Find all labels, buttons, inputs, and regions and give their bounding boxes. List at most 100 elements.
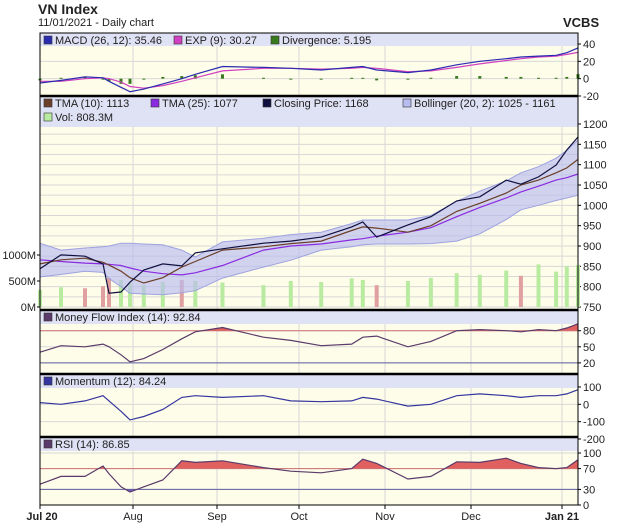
rsi-panel: 100 70 30 0 RSI (14): 86.85 [39,435,601,512]
price-legend-band [40,96,578,127]
chart-title: VN Index [38,1,98,17]
volume-tick-label: 500M [8,276,36,288]
price-y-tick-label: 850 [583,261,601,273]
rsi-y-tick-label: 30 [583,484,595,496]
volume-bar [374,285,379,307]
price-y-tick-label: 750 [583,302,601,314]
divergence-bar [455,76,459,79]
price-y-tick-label: 1200 [583,119,607,131]
volume-bar [179,279,184,307]
x-tick-label: Dec [461,511,481,523]
mfi-panel: 80 50 20 Money Flow Index (14): 92.84 [39,308,595,375]
divergence-bar [119,78,123,84]
divergence-bar [554,77,558,79]
volume-bar [59,287,63,307]
volume-bar [261,285,266,307]
volume-bar [319,282,324,307]
legend-swatch [262,98,272,108]
momentum-line [39,389,579,421]
x-tick-label: Oct [290,511,307,523]
price-y-tick-label: 1000 [583,200,607,212]
x-tick-label: Nov [375,511,395,523]
volume-bar [554,271,559,307]
volume-bar [193,281,198,307]
rsi-y-tick-label: 100 [583,448,601,460]
volume-bar [83,288,87,307]
price-panel: 1200 1150 1100 1050 1000 950 900 850 800 750 1000M… [2,94,607,314]
x-tick-label: Jul 20 [26,511,57,523]
mfi-y-tick-label: 50 [583,342,595,354]
money-flow-index-line [39,323,579,363]
volume-tick-label: 1000M [2,250,36,262]
rsi-legend-band [40,437,578,451]
volume-bar [360,279,365,307]
divergence-bar [193,75,197,79]
price-y-tick-label: 800 [583,282,601,294]
divergence-bar [220,74,224,79]
divergence-bar [261,77,265,79]
mfi-y-tick-label: 20 [583,358,595,370]
legend-swatch [43,439,53,449]
legend-swatch [43,98,53,108]
divergence-bar [142,78,146,80]
volume-bar [220,282,225,307]
legend-swatch [43,312,53,322]
volume-bar [119,279,123,307]
divergence-bar [478,76,482,79]
momentum-legend-band [40,374,578,388]
volume-bar [405,281,410,307]
divergence-bar [59,77,63,79]
chart-subtitle: 11/01/2021 - Daily chart [38,17,154,29]
macd-y-tick-label: 40 [583,39,595,51]
divergence-bar [537,77,541,79]
x-tick-label: Aug [123,511,143,523]
mfi-y-tick-label: 80 [583,326,595,338]
legend-entry: EXP (9): 30.27 [185,35,257,47]
divergence-bar [161,76,165,79]
divergence-bar [101,78,105,80]
legend-swatch [43,35,53,45]
momentum-panel: 100 0 -100 -200 Momentum (12): 84.24 [39,372,605,446]
macd-line [39,47,579,93]
legend-entry: Vol: 808.3M [55,112,113,124]
volume-tick-label: 0M [21,302,36,314]
divergence-bar [289,78,293,80]
volume-bar [101,286,105,307]
legend-entry: Bollinger (20, 2): 1025 - 1161 [414,98,556,110]
momentum-y-tick-label: 0 [583,399,589,411]
x-tick-label: Jan 21 [545,511,579,523]
divergence-bar [406,78,410,80]
legend-swatch [150,98,160,108]
brand-label: VCBS [563,15,600,30]
divergence-bar [180,76,184,79]
volume-bar [141,285,146,307]
price-y-tick-label: 1100 [583,160,607,172]
legend-swatch [402,98,412,108]
volume-bar [536,264,541,307]
divergence-bar [565,76,569,79]
mfi-legend-band [40,310,578,324]
price-y-tick-label: 1150 [583,139,607,151]
divergence-bar [107,78,111,82]
momentum-y-tick-label: -100 [583,417,605,429]
legend-entry: Money Flow Index (14): 92.84 [55,312,201,324]
volume-bar [504,270,509,307]
legend-swatch [173,35,183,45]
legend-swatch [270,35,280,45]
volume-bar [518,275,523,307]
macd-y-tick-label: -20 [583,91,599,103]
volume-bar [477,274,482,307]
divergence-bar [83,76,87,79]
legend-entry: MACD (26, 12): 35.46 [55,35,162,47]
momentum-y-tick-label: -200 [583,434,605,446]
macd-panel: 40 20 0 -20 MACD (26, 12): 35.46 EXP (9): 30.… [38,32,599,103]
legend-entry: Divergence: 5.195 [282,35,371,47]
x-tick-label: Sep [207,511,227,523]
tma25-line [39,173,579,276]
price-y-tick-label: 950 [583,221,601,233]
legend-entry: Closing Price: 1168 [274,98,369,110]
divergence-bar [361,77,365,79]
legend-entry: TMA (25): 1077 [162,98,238,110]
closing-price-line [39,136,579,294]
legend-swatch [43,112,53,122]
